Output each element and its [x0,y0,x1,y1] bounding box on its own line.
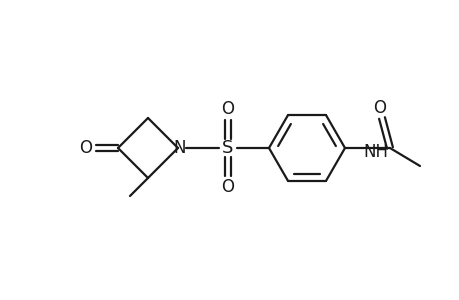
Text: O: O [373,99,386,117]
Text: O: O [79,139,92,157]
Text: S: S [222,139,233,157]
Text: O: O [221,100,234,118]
Text: O: O [221,178,234,196]
Text: NH: NH [362,143,387,161]
Text: N: N [174,139,186,157]
